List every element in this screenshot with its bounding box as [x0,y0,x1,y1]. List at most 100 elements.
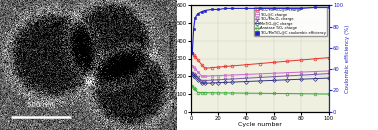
Anatase TiO₂ charge [216,92,221,94]
TiO₂@C charge [193,68,197,69]
TiO₂/MnTiO₃@C coulombic efficiency [200,11,204,12]
Line: MnTiO₃@C charge: MnTiO₃@C charge [191,73,330,85]
TiO₂/MnTiO₃@C coulombic efficiency [244,8,248,9]
TiO₂@C charge [285,72,290,73]
TiO₂/MnTiO₃@C coulombic efficiency [271,8,276,9]
TiO₂/MnTiO₃@C coulombic efficiency [209,9,214,10]
MnTiO₃@C charge [200,83,204,84]
TiO₂/MnTiO₃@C coulombic efficiency [203,10,207,11]
TiO₂@C charge [209,75,214,77]
TiO₂/Mn₂O₃ charge [195,76,200,78]
TiO₂/MnTiO₃@C charge [193,56,197,57]
MnTiO₃@C charge [195,79,200,80]
Line: TiO₂/Mn₂O₃ charge: TiO₂/Mn₂O₃ charge [191,71,330,82]
Anatase TiO₂ charge [191,87,196,88]
TiO₂/Mn₂O₃ charge [313,74,317,75]
TiO₂@C charge [313,71,317,72]
TiO₂/MnTiO₃@C charge [271,62,276,63]
TiO₂/MnTiO₃@C charge [216,66,221,68]
TiO₂/MnTiO₃@C charge [299,59,304,61]
TiO₂/MnTiO₃@C coulombic efficiency [193,17,197,19]
Anatase TiO₂ charge [203,92,207,93]
Y-axis label: Coulombic efficiency (%): Coulombic efficiency (%) [344,24,350,93]
TiO₂/MnTiO₃@C coulombic efficiency [299,8,304,9]
Text: 500 nm: 500 nm [27,102,54,108]
Anatase TiO₂ charge [285,93,290,94]
MnTiO₃@C charge [285,79,290,81]
MnTiO₃@C charge [191,75,196,77]
TiO₂/Mn₂O₃ charge [193,74,197,76]
Y-axis label: Specific capacity (mAh g⁻¹): Specific capacity (mAh g⁻¹) [169,21,175,96]
TiO₂@C charge [299,71,304,73]
MnTiO₃@C charge [258,80,262,82]
Anatase TiO₂ charge [190,85,195,87]
TiO₂/MnTiO₃@C coulombic efficiency [230,8,234,9]
TiO₂/MnTiO₃@C charge [285,60,290,62]
TiO₂/MnTiO₃@C charge [230,65,234,67]
TiO₂/MnTiO₃@C charge [258,63,262,64]
TiO₂/MnTiO₃@C charge [244,64,248,66]
MnTiO₃@C charge [230,81,234,83]
TiO₂@C charge [190,65,195,66]
TiO₂/Mn₂O₃ charge [244,77,248,79]
TiO₂@C charge [216,75,221,76]
Anatase TiO₂ charge [313,93,317,95]
TiO₂/Mn₂O₃ charge [299,74,304,76]
MnTiO₃@C charge [209,82,214,84]
TiO₂/MnTiO₃@C charge [223,66,228,67]
TiO₂/Mn₂O₃ charge [216,79,221,81]
Anatase TiO₂ charge [299,93,304,95]
TiO₂/MnTiO₃@C coulombic efficiency [195,13,200,15]
TiO₂@C charge [203,75,207,77]
TiO₂/Mn₂O₃ charge [200,80,204,82]
TiO₂/MnTiO₃@C coulombic efficiency [285,8,290,9]
Legend: TiO₂/MnTiO₃@C charge, TiO₂@C charge, TiO₂/Mn₂O₃ charge, MnTiO₃@C charge, Anatase: TiO₂/MnTiO₃@C charge, TiO₂@C charge, TiO… [254,7,327,36]
MnTiO₃@C charge [223,82,228,83]
MnTiO₃@C charge [193,76,197,78]
Line: TiO₂/MnTiO₃@C charge: TiO₂/MnTiO₃@C charge [191,52,330,70]
TiO₂/Mn₂O₃ charge [223,79,228,80]
Anatase TiO₂ charge [200,92,204,93]
Anatase TiO₂ charge [271,93,276,94]
TiO₂/Mn₂O₃ charge [327,73,331,74]
TiO₂/Mn₂O₃ charge [191,73,196,75]
TiO₂@C charge [327,70,331,72]
TiO₂/MnTiO₃@C coulombic efficiency [216,9,221,10]
Anatase TiO₂ charge [230,92,234,94]
TiO₂/MnTiO₃@C charge [203,67,207,69]
Line: TiO₂/MnTiO₃@C coulombic efficiency: TiO₂/MnTiO₃@C coulombic efficiency [191,6,330,54]
MnTiO₃@C charge [327,77,331,79]
Line: Anatase TiO₂ charge: Anatase TiO₂ charge [191,85,330,95]
TiO₂@C charge [271,72,276,74]
TiO₂@C charge [195,71,200,73]
TiO₂/MnTiO₃@C charge [195,59,200,61]
TiO₂/MnTiO₃@C coulombic efficiency [223,8,228,9]
TiO₂/Mn₂O₃ charge [230,78,234,80]
TiO₂/MnTiO₃@C coulombic efficiency [327,6,331,8]
TiO₂/MnTiO₃@C charge [200,64,204,66]
TiO₂/Mn₂O₃ charge [203,80,207,81]
TiO₂/MnTiO₃@C charge [313,58,317,60]
MnTiO₃@C charge [313,78,317,79]
TiO₂/MnTiO₃@C coulombic efficiency [191,28,196,29]
TiO₂@C charge [244,74,248,75]
MnTiO₃@C charge [271,80,276,81]
TiO₂/MnTiO₃@C charge [327,57,331,58]
MnTiO₃@C charge [203,82,207,84]
TiO₂@C charge [230,74,234,76]
TiO₂/Mn₂O₃ charge [271,76,276,77]
TiO₂/Mn₂O₃ charge [285,75,290,77]
Anatase TiO₂ charge [193,89,197,90]
MnTiO₃@C charge [216,82,221,83]
TiO₂/MnTiO₃@C coulombic efficiency [313,6,317,8]
MnTiO₃@C charge [244,81,248,82]
TiO₂/MnTiO₃@C coulombic efficiency [190,52,195,54]
TiO₂@C charge [200,76,204,77]
TiO₂@C charge [258,73,262,75]
TiO₂/Mn₂O₃ charge [209,79,214,81]
Line: TiO₂@C charge: TiO₂@C charge [191,64,330,78]
TiO₂/Mn₂O₃ charge [258,77,262,78]
TiO₂/MnTiO₃@C charge [191,54,196,56]
Anatase TiO₂ charge [209,92,214,94]
TiO₂@C charge [191,66,196,68]
